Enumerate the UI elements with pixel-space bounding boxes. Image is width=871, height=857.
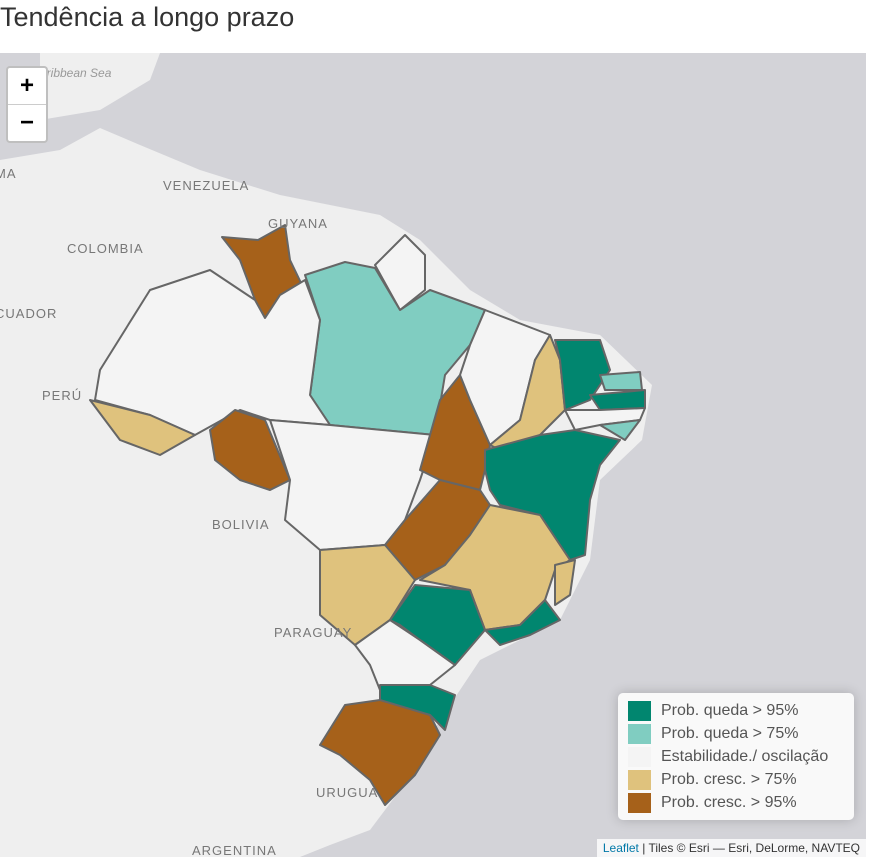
zoom-control: + − — [6, 66, 48, 143]
legend-label: Prob. cresc. > 95% — [661, 793, 797, 811]
page-title: Tendência a longo prazo — [0, 2, 295, 32]
state[interactable] — [599, 371, 643, 391]
state[interactable] — [319, 699, 441, 806]
attribution: Leaflet | Tiles © Esri — Esri, DeLorme, … — [596, 839, 866, 857]
legend-label: Prob. queda > 75% — [661, 724, 799, 742]
state[interactable] — [354, 619, 456, 691]
legend-label: Estabilidade./ oscilação — [661, 747, 829, 765]
state[interactable] — [89, 399, 196, 456]
states — [89, 224, 646, 806]
state[interactable] — [554, 559, 576, 606]
map[interactable]: aribbean Sea MA VENEZUELA GUYANA COLOMBIA CUA… — [0, 53, 866, 857]
legend-item: Prob. cresc. > 75% — [628, 768, 844, 791]
legend-item: Prob. cresc. > 95% — [628, 791, 844, 814]
map-label: URUGUA — [316, 785, 378, 800]
zoom-out[interactable]: − — [8, 104, 46, 141]
map-label: ARGENTINA — [192, 843, 277, 857]
state[interactable] — [484, 429, 621, 561]
state[interactable] — [554, 339, 611, 411]
legend-swatch — [628, 723, 651, 744]
legend-swatch — [628, 769, 651, 790]
legend: Prob. queda > 95% Prob. queda > 75% Estabi… — [618, 693, 854, 820]
map-canvas: aribbean Sea MA VENEZUELA GUYANA COLOMBIA CUA… — [0, 53, 652, 857]
zoom-in[interactable]: + — [19, 72, 34, 99]
state[interactable] — [389, 584, 486, 666]
legend-item: Prob. queda > 75% — [628, 722, 844, 745]
map-label: PERÚ — [42, 388, 82, 403]
legend-label: Prob. cresc. > 75% — [661, 770, 797, 788]
map-label: MA — [0, 166, 17, 181]
legend-item: Prob. queda > 95% — [628, 699, 844, 722]
map-label: PARAGUAY — [274, 625, 352, 640]
leaflet-link[interactable]: Leaflet — [602, 841, 639, 855]
state[interactable] — [484, 599, 561, 646]
state[interactable] — [209, 409, 291, 491]
attribution-text: | Tiles © Esri — Esri, DeLorme, NAVTEQ — [642, 841, 860, 855]
legend-item: Estabilidade./ oscilação — [628, 745, 844, 768]
map-labels: aribbean Sea MA VENEZUELA GUYANA COLOMBIA CUA… — [0, 66, 378, 857]
map-label: VENEZUELA — [163, 178, 249, 193]
legend-swatch — [628, 700, 651, 721]
map-label: aribbean Sea — [40, 66, 112, 80]
map-label: COLOMBIA — [67, 241, 144, 256]
state[interactable] — [599, 419, 641, 441]
map-label: CUADOR — [0, 306, 57, 321]
map-label: BOLIVIA — [212, 517, 270, 532]
legend-swatch — [628, 746, 651, 767]
legend-label: Prob. queda > 95% — [661, 701, 799, 719]
legend-swatch — [628, 792, 651, 813]
land — [40, 53, 160, 120]
map-label: GUYANA — [268, 216, 328, 231]
